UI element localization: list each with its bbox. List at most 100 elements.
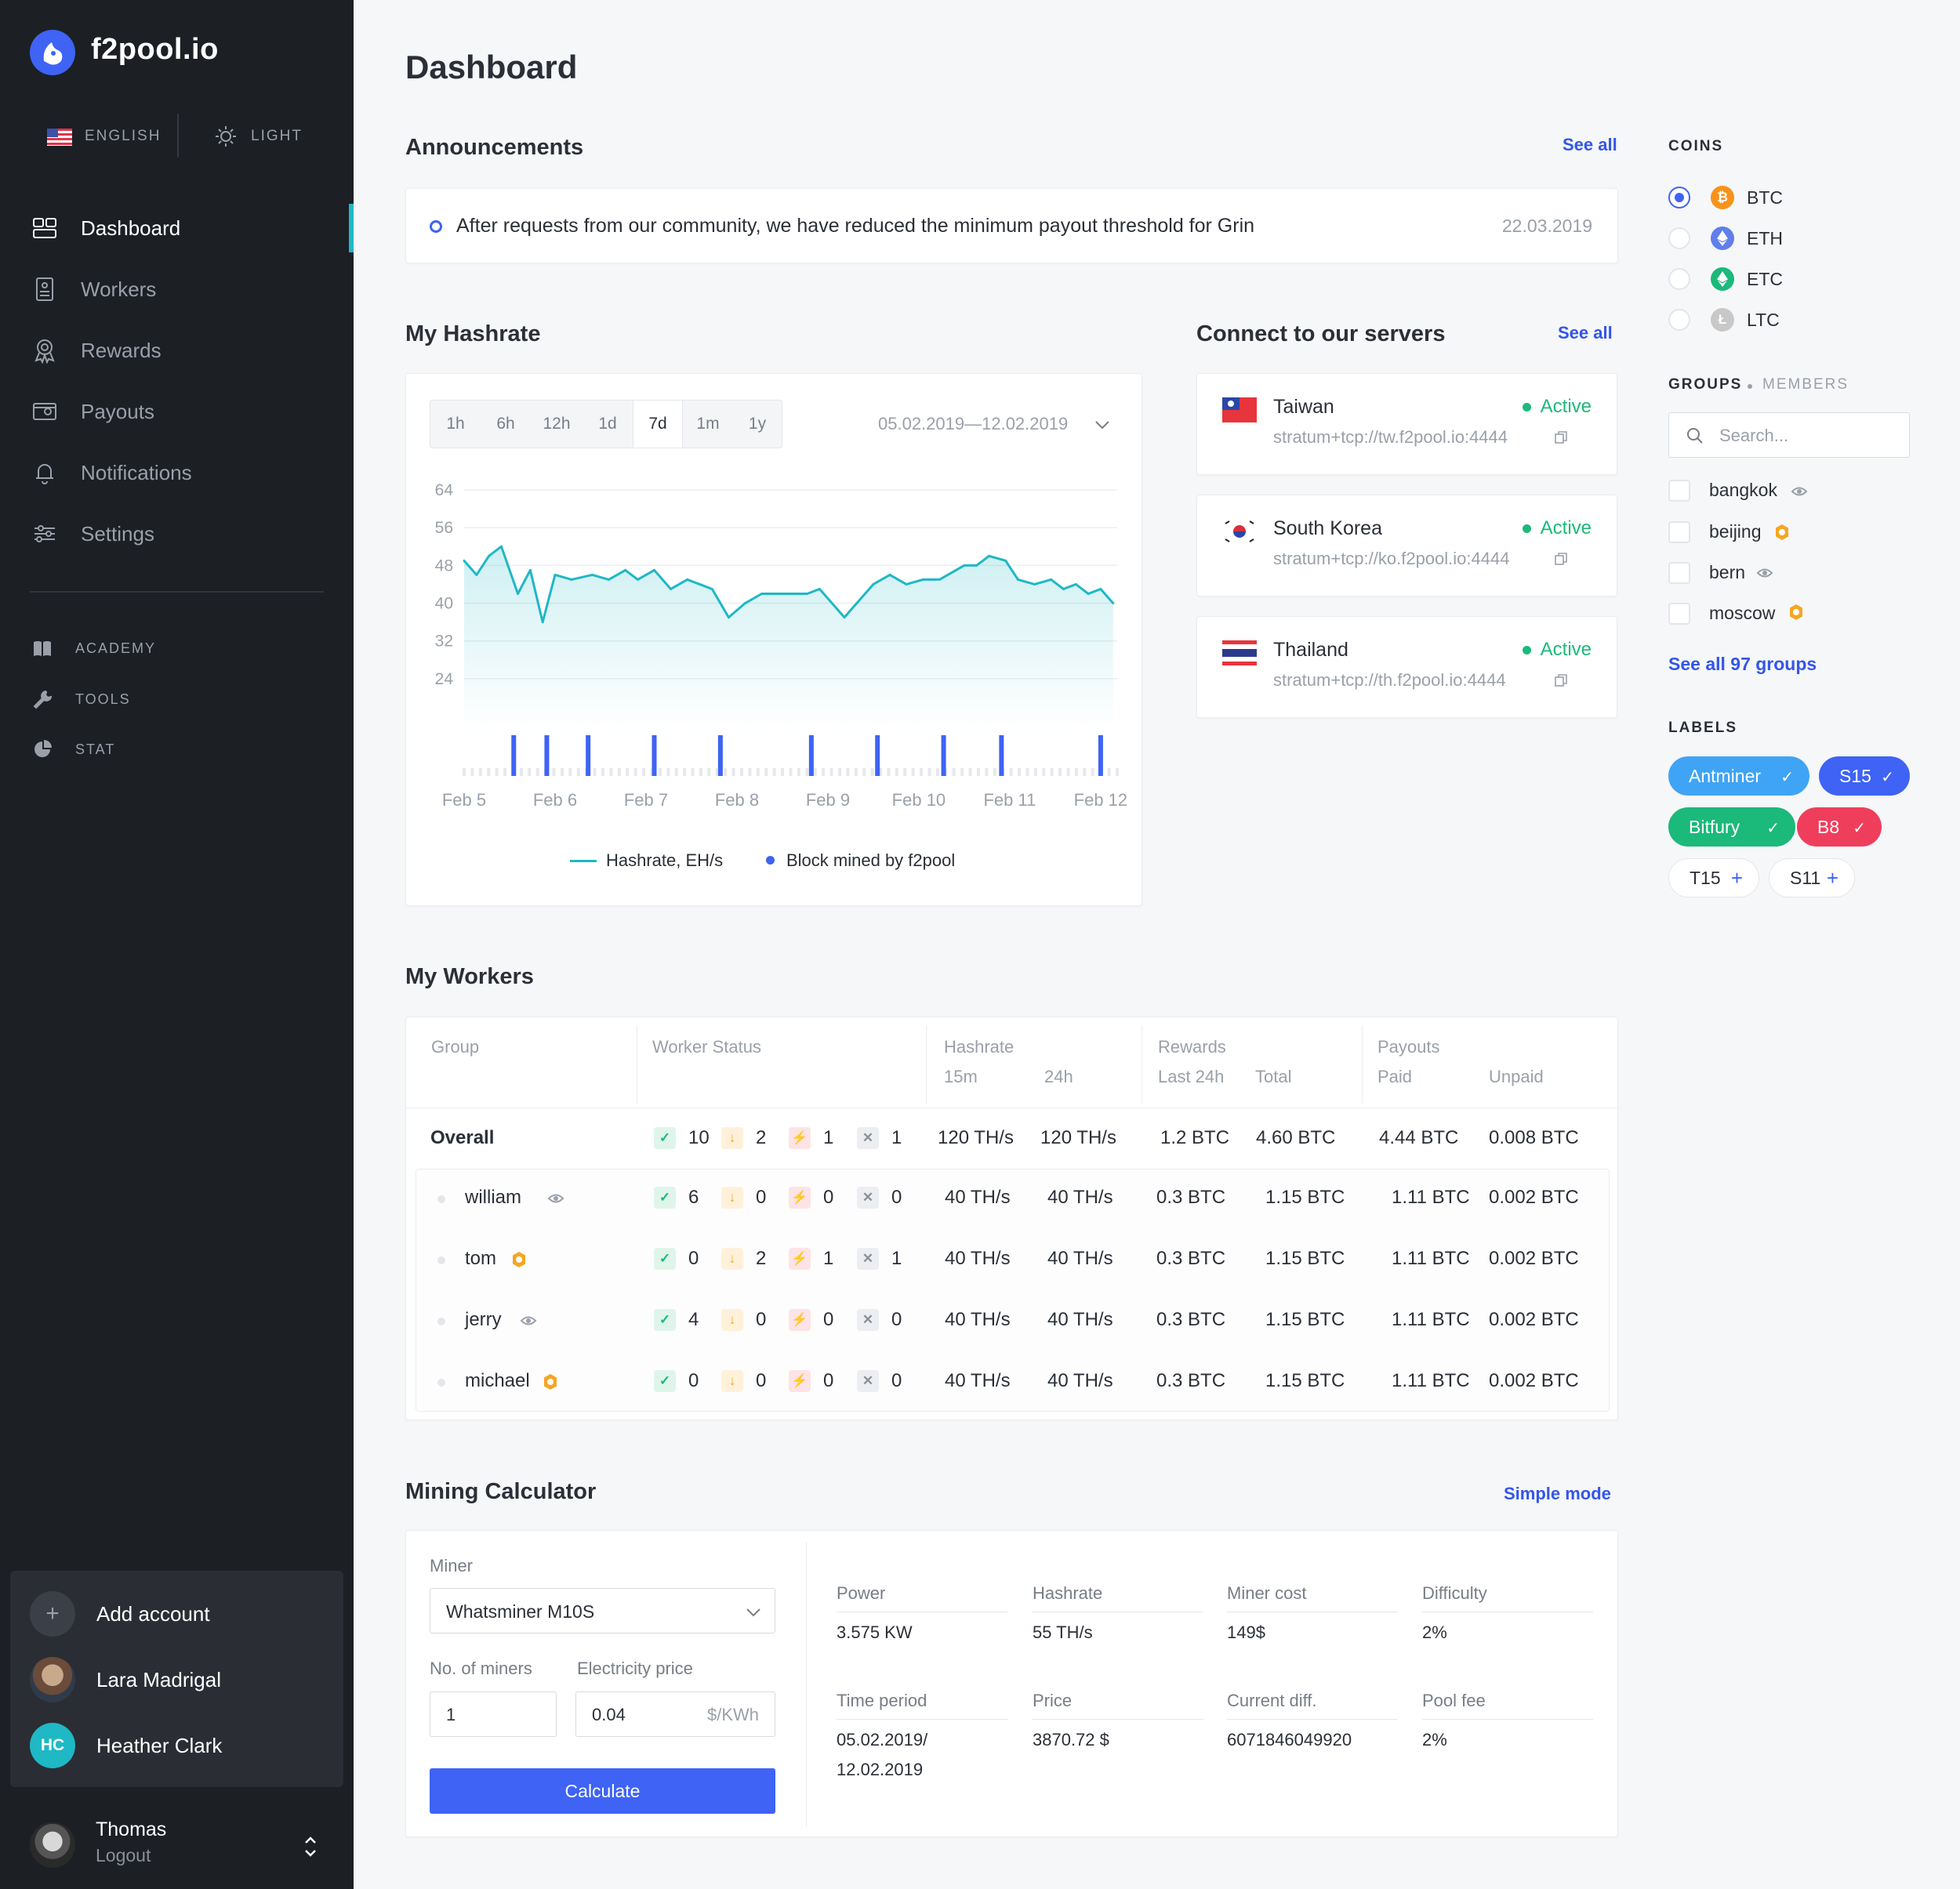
copy-icon[interactable] xyxy=(1554,430,1568,444)
col-group[interactable]: Group xyxy=(431,1037,480,1057)
timeframe-1h[interactable]: 1h xyxy=(446,415,465,433)
col-worker-status[interactable]: Worker Status xyxy=(652,1037,761,1057)
timeframe-1y[interactable]: 1y xyxy=(748,415,767,433)
members-tab[interactable]: MEMBERS xyxy=(1762,376,1849,393)
label-chip-b8[interactable]: B8 ✓ xyxy=(1797,807,1882,847)
count-offline: 1 xyxy=(891,1248,902,1269)
baseline-tick xyxy=(1018,768,1022,776)
col-rewards-total[interactable]: Total xyxy=(1255,1067,1292,1086)
server-card[interactable]: South Korea Active stratum+tcp://ko.f2po… xyxy=(1196,495,1617,596)
date-range-picker[interactable]: 05.02.2019—12.02.2019 xyxy=(878,414,1069,433)
baseline-tick xyxy=(528,768,532,776)
f2pool-logo-icon[interactable] xyxy=(30,30,75,75)
y-tick-label: 48 xyxy=(435,557,453,575)
servers-see-all-link[interactable]: See all xyxy=(1558,323,1613,343)
logout-link[interactable]: Logout xyxy=(96,1845,151,1865)
miners-count-input[interactable]: 1 xyxy=(430,1691,557,1737)
label-chip-s15[interactable]: S15 ✓ xyxy=(1819,756,1910,796)
label-chip-antminer[interactable]: Antminer ✓ xyxy=(1668,756,1809,796)
server-card[interactable]: Thailand Active stratum+tcp://th.f2pool.… xyxy=(1196,616,1617,718)
hashrate-24h: 120 TH/s xyxy=(1040,1127,1116,1148)
col-hashrate-15m[interactable]: 15m xyxy=(944,1067,978,1086)
nav-settings[interactable]: Settings xyxy=(0,506,354,561)
server-url[interactable]: stratum+tcp://tw.f2pool.io:4444 xyxy=(1273,427,1508,447)
group-checkbox[interactable] xyxy=(1668,562,1690,584)
baseline-tick xyxy=(911,768,915,776)
simple-mode-link[interactable]: Simple mode xyxy=(1504,1484,1611,1503)
timeframe-6h[interactable]: 6h xyxy=(496,415,515,433)
radio-button[interactable] xyxy=(1668,187,1690,208)
status-error-icon: ⚡ xyxy=(789,1127,811,1149)
account-item[interactable]: Lara Madrigal xyxy=(10,1652,343,1707)
label-chip-s11[interactable]: S11 + xyxy=(1769,858,1855,897)
col-payouts[interactable]: Payouts xyxy=(1377,1037,1440,1057)
baseline-tick xyxy=(601,768,605,776)
col-payouts-paid[interactable]: Paid xyxy=(1377,1067,1413,1086)
group-checkbox[interactable] xyxy=(1668,603,1690,625)
hashrate-point xyxy=(517,593,520,595)
current-user[interactable]: Thomas Logout xyxy=(0,1803,354,1889)
add-account-button[interactable]: + Add account xyxy=(10,1586,343,1641)
language-selector[interactable]: ENGLISH xyxy=(85,128,162,144)
label-chip-t15[interactable]: T15 + xyxy=(1668,858,1759,897)
server-card[interactable]: Taiwan Active stratum+tcp://tw.f2pool.io… xyxy=(1196,373,1617,475)
x-tick-label: Feb 11 xyxy=(983,790,1036,810)
radio-button[interactable] xyxy=(1668,227,1690,249)
nav-dashboard[interactable]: Dashboard xyxy=(0,201,354,256)
worker-name[interactable]: michael xyxy=(465,1370,530,1391)
add-account-label: Add account xyxy=(96,1602,210,1626)
col-hashrate-24h[interactable]: 24h xyxy=(1044,1067,1073,1086)
timeframe-1m[interactable]: 1m xyxy=(696,415,720,433)
server-url[interactable]: stratum+tcp://th.f2pool.io:4444 xyxy=(1273,670,1506,690)
worker-name[interactable]: tom xyxy=(465,1248,497,1269)
timeframe-12h[interactable]: 12h xyxy=(543,415,571,433)
radio-button[interactable] xyxy=(1668,309,1690,331)
nav-rewards[interactable]: Rewards xyxy=(0,323,354,378)
sidebar: f2pool.io ENGLISH LIGHT Dashboard Worker… xyxy=(0,0,354,1889)
label-chip-bitfury[interactable]: Bitfury ✓ xyxy=(1668,807,1795,847)
copy-icon[interactable] xyxy=(1554,673,1568,687)
electricity-price-input[interactable]: 0.04 $/KWh xyxy=(575,1691,775,1737)
theme-toggle[interactable]: LIGHT xyxy=(251,128,303,144)
chevron-down-icon[interactable] xyxy=(1093,417,1112,433)
timeframe-1d[interactable]: 1d xyxy=(598,415,617,433)
group-checkbox[interactable] xyxy=(1668,480,1690,502)
stat-value: 2% xyxy=(1422,1623,1447,1642)
hashrate-chart[interactable]: 64 56 48 40 32 24 Feb 5 Feb 6 Feb 7 Feb 8 Feb 9 Fe… xyxy=(416,470,1137,831)
ethereum-classic-icon xyxy=(1711,267,1734,291)
col-hashrate[interactable]: Hashrate xyxy=(944,1037,1014,1057)
sun-icon xyxy=(215,125,237,147)
plus-icon: + xyxy=(1730,866,1743,890)
brand-name[interactable]: f2pool.io xyxy=(91,33,219,66)
block-bar xyxy=(808,735,814,776)
stat-label: Time period xyxy=(837,1691,927,1710)
baseline-tick xyxy=(691,768,695,776)
copy-icon[interactable] xyxy=(1554,552,1568,566)
miner-select[interactable]: Whatsminer M10S xyxy=(430,1588,775,1633)
hashrate-point xyxy=(727,616,730,619)
paid: 1.11 BTC xyxy=(1392,1309,1470,1330)
worker-name[interactable]: jerry xyxy=(465,1309,502,1330)
announcements-see-all-link[interactable]: See all xyxy=(1563,135,1617,154)
baseline-tick xyxy=(470,768,474,776)
announcement-card[interactable]: After requests from our community, we ha… xyxy=(405,188,1618,263)
radio-button[interactable] xyxy=(1668,268,1690,290)
baseline-tick xyxy=(724,768,728,776)
col-rewards[interactable]: Rewards xyxy=(1158,1037,1226,1057)
hashrate-point xyxy=(843,616,846,619)
col-payouts-unpaid[interactable]: Unpaid xyxy=(1489,1067,1544,1086)
nav-workers[interactable]: Workers xyxy=(0,262,354,317)
nav-payouts[interactable]: Payouts xyxy=(0,384,354,439)
group-search-input[interactable]: Search... xyxy=(1668,412,1910,458)
server-url[interactable]: stratum+tcp://ko.f2pool.io:4444 xyxy=(1273,549,1510,568)
group-checkbox[interactable] xyxy=(1668,521,1690,543)
groups-tab[interactable]: GROUPS xyxy=(1668,376,1743,393)
see-all-groups-link[interactable]: See all 97 groups xyxy=(1668,654,1817,674)
nav-notifications[interactable]: Notifications xyxy=(0,445,354,500)
worker-name[interactable]: william xyxy=(465,1187,521,1208)
col-rewards-last24[interactable]: Last 24h xyxy=(1158,1067,1225,1086)
chevron-updown-icon[interactable] xyxy=(303,1834,318,1859)
account-item[interactable]: HC Heather Clark xyxy=(10,1718,343,1773)
calculate-button[interactable]: Calculate xyxy=(430,1768,775,1814)
timeframe-7d[interactable]: 7d xyxy=(633,401,683,448)
